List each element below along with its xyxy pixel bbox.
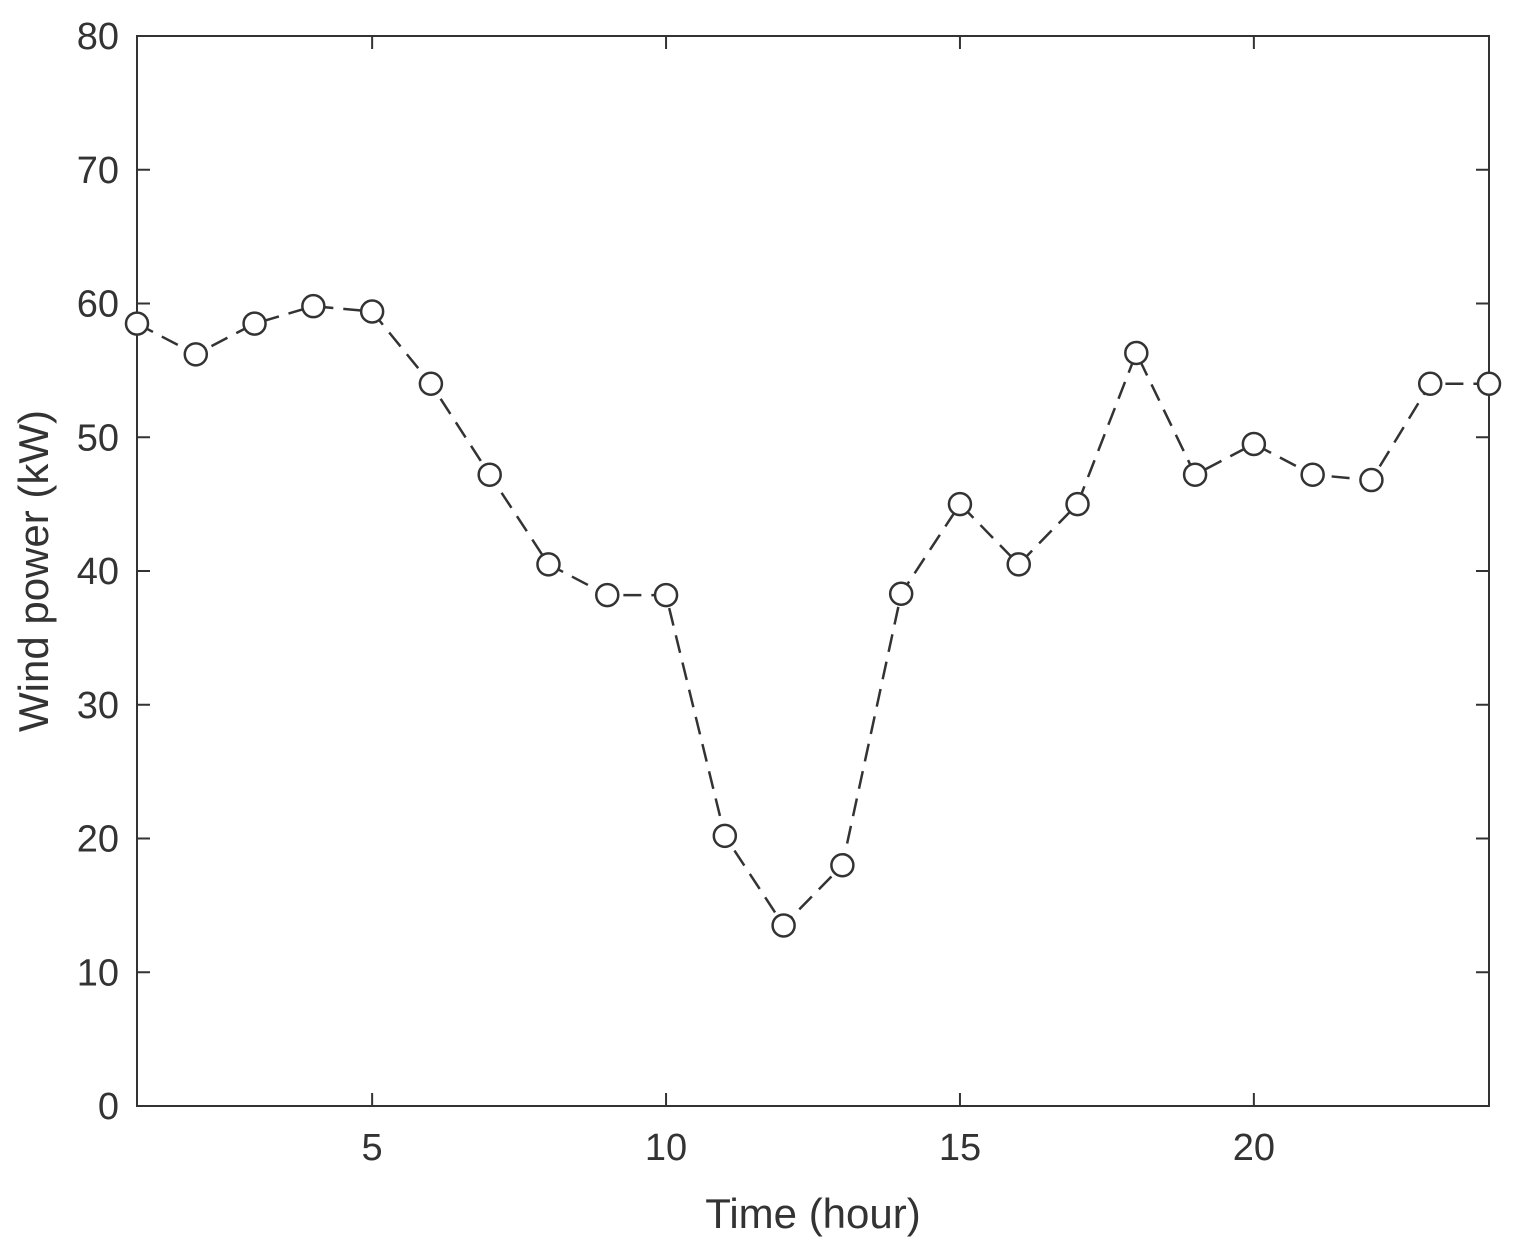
data-point xyxy=(418,371,444,396)
x-axis-ticks: 5 10 15 20 xyxy=(362,36,1275,1169)
x-axis-title: Time (hour) xyxy=(705,1190,920,1237)
y-tick-label: 50 xyxy=(77,417,119,459)
data-point xyxy=(183,342,209,367)
data-point xyxy=(771,913,796,938)
y-tick-label: 30 xyxy=(77,685,119,727)
data-point xyxy=(301,293,326,319)
data-point xyxy=(1359,467,1384,493)
data-point xyxy=(1300,462,1325,487)
data-point xyxy=(1124,340,1149,366)
x-tick-label: 20 xyxy=(1233,1127,1275,1169)
data-point xyxy=(830,853,855,878)
data-point xyxy=(1476,371,1502,396)
data-point xyxy=(124,311,150,336)
data-point xyxy=(1417,371,1443,396)
data-point xyxy=(1182,462,1208,487)
x-tick-label: 15 xyxy=(939,1127,981,1169)
y-tick-label: 20 xyxy=(77,819,119,861)
y-tick-label: 70 xyxy=(77,150,119,192)
series-markers xyxy=(124,293,1502,938)
data-point xyxy=(242,311,267,336)
data-point xyxy=(536,552,561,577)
data-point xyxy=(1006,552,1031,577)
plot-area-frame xyxy=(136,35,1490,1107)
y-tick-label: 10 xyxy=(77,952,119,994)
y-tick-label: 80 xyxy=(77,16,119,58)
data-point xyxy=(888,581,914,606)
data-point xyxy=(1241,431,1267,457)
data-point xyxy=(595,582,620,608)
data-point xyxy=(1065,491,1090,517)
data-point xyxy=(477,462,502,487)
y-axis-title: Wind power (kW) xyxy=(10,410,57,732)
x-tick-label: 5 xyxy=(362,1127,383,1169)
y-tick-label: 60 xyxy=(77,284,119,326)
data-point xyxy=(947,491,973,517)
y-tick-label: 0 xyxy=(98,1086,119,1128)
y-tick-label: 40 xyxy=(77,551,119,593)
data-point xyxy=(653,582,679,608)
data-point xyxy=(712,823,738,849)
x-tick-label: 10 xyxy=(645,1127,687,1169)
data-point xyxy=(359,299,385,324)
y-axis-ticks: 0 10 20 30 40 50 60 70 80 xyxy=(77,16,1489,1128)
